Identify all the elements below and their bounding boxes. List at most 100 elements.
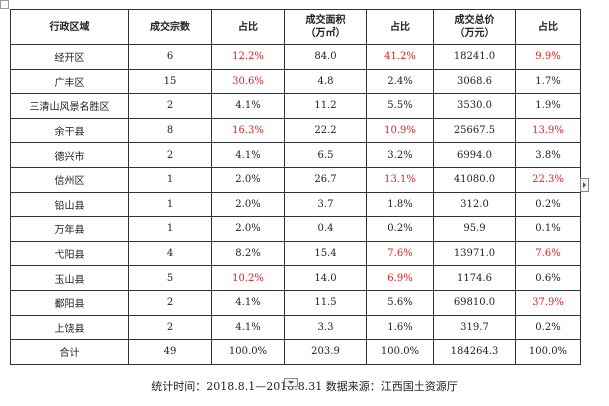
cell-region: 余干县 bbox=[10, 117, 129, 144]
add-row-handle[interactable] bbox=[284, 378, 298, 387]
cell-price: 312.0 bbox=[433, 191, 516, 218]
cell-price-pct: 100.0% bbox=[515, 339, 581, 365]
cell-price: 69810.0 bbox=[433, 289, 516, 316]
cell-price-pct: 0.1% bbox=[515, 216, 581, 242]
cell-price-pct: 22.3% bbox=[515, 166, 581, 193]
cell-area-pct: 5.6% bbox=[366, 289, 434, 316]
cell-area: 0.4 bbox=[284, 216, 367, 242]
cell-count: 6 bbox=[128, 44, 212, 70]
table-row: 信州区 1 2.0% 26.7 13.1% 41080.0 22.3% bbox=[10, 166, 581, 193]
cell-area: 84.0 bbox=[284, 44, 367, 70]
table-row: 经开区 6 12.2% 84.0 41.2% 18241.0 9.9% bbox=[10, 44, 581, 70]
cell-count: 2 bbox=[128, 142, 212, 168]
cell-count-pct: 12.2% bbox=[211, 44, 285, 70]
cell-area: 3.7 bbox=[284, 191, 367, 218]
cell-count-pct: 2.0% bbox=[211, 166, 285, 193]
cell-area-pct: 7.6% bbox=[366, 240, 434, 267]
cell-count: 1 bbox=[128, 216, 212, 242]
source-caption: 统计时间：2018.8.1—2018.8.31 数据来源：江西国土资源厅 bbox=[151, 380, 458, 393]
table-total-row: 合计 49 100.0% 203.9 100.0% 184264.3 100.0% bbox=[10, 339, 581, 365]
cell-region: 铅山县 bbox=[10, 191, 129, 218]
header-price-pct: 占比 bbox=[515, 9, 581, 45]
cell-count-pct: 4.1% bbox=[211, 314, 285, 341]
cell-area: 3.3 bbox=[284, 314, 367, 341]
table-row: 德兴市 2 4.1% 6.5 3.2% 6994.0 3.8% bbox=[10, 142, 581, 168]
cell-price: 95.9 bbox=[433, 216, 516, 242]
cell-region: 经开区 bbox=[10, 44, 129, 70]
cell-price-pct: 3.8% bbox=[515, 142, 581, 168]
cell-count: 1 bbox=[128, 166, 212, 193]
cell-region: 合计 bbox=[10, 339, 129, 365]
cell-count: 2 bbox=[128, 314, 212, 341]
cell-count-pct: 10.2% bbox=[211, 265, 285, 291]
table-row: 鄱阳县 2 4.1% 11.5 5.6% 69810.0 37.9% bbox=[10, 289, 581, 316]
cell-region: 信州区 bbox=[10, 166, 129, 193]
cell-area: 11.2 bbox=[284, 93, 367, 119]
cell-price-pct: 13.9% bbox=[515, 117, 581, 144]
cell-count-pct: 4.1% bbox=[211, 93, 285, 119]
cell-area-pct: 5.5% bbox=[366, 93, 434, 119]
cell-price: 3068.6 bbox=[433, 68, 516, 95]
cell-price-pct: 7.6% bbox=[515, 240, 581, 267]
cell-region: 德兴市 bbox=[10, 142, 129, 168]
header-price: 成交总价 （万元） bbox=[433, 9, 516, 45]
cell-region: 玉山县 bbox=[10, 265, 129, 291]
cell-area-pct: 0.2% bbox=[366, 216, 434, 242]
cell-price: 41080.0 bbox=[433, 166, 516, 193]
data-table-container: 行政区域 成交宗数 占比 成交面积 （万㎡） 占比 成交总价 （万元） 占比 经开区 6 12.2%… bbox=[10, 9, 581, 370]
cell-area: 15.4 bbox=[284, 240, 367, 267]
cell-count: 2 bbox=[128, 289, 212, 316]
cell-price-pct: 0.2% bbox=[515, 191, 581, 218]
cell-area-pct: 1.6% bbox=[366, 314, 434, 341]
cell-area-pct: 13.1% bbox=[366, 166, 434, 193]
cell-area: 11.5 bbox=[284, 289, 367, 316]
cell-price: 6994.0 bbox=[433, 142, 516, 168]
cell-count-pct: 2.0% bbox=[211, 191, 285, 218]
cell-price: 319.7 bbox=[433, 314, 516, 341]
header-count-pct: 占比 bbox=[211, 9, 285, 45]
cell-area: 22.2 bbox=[284, 117, 367, 144]
cell-count: 8 bbox=[128, 117, 212, 144]
table-row: 余干县 8 16.3% 22.2 10.9% 25667.5 13.9% bbox=[10, 117, 581, 144]
cell-count-pct: 2.0% bbox=[211, 216, 285, 242]
cell-price: 3530.0 bbox=[433, 93, 516, 119]
table-row: 玉山县 5 10.2% 14.0 6.9% 1174.6 0.6% bbox=[10, 265, 581, 291]
header-region: 行政区域 bbox=[10, 9, 129, 45]
cell-area: 14.0 bbox=[284, 265, 367, 291]
cell-region: 万年县 bbox=[10, 216, 129, 242]
cell-region: 上饶县 bbox=[10, 314, 129, 341]
cell-count-pct: 8.2% bbox=[211, 240, 285, 267]
cell-area-pct: 10.9% bbox=[366, 117, 434, 144]
header-area-pct: 占比 bbox=[366, 9, 434, 45]
cell-count-pct: 16.3% bbox=[211, 117, 285, 144]
table-row: 广丰区 15 30.6% 4.8 2.4% 3068.6 1.7% bbox=[10, 68, 581, 95]
add-column-handle[interactable] bbox=[580, 178, 589, 192]
cell-area-pct: 1.8% bbox=[366, 191, 434, 218]
cell-region: 广丰区 bbox=[10, 68, 129, 95]
cell-region: 三清山风景名胜区 bbox=[10, 93, 129, 119]
table-row: 万年县 1 2.0% 0.4 0.2% 95.9 0.1% bbox=[10, 216, 581, 242]
cell-count: 1 bbox=[128, 191, 212, 218]
cell-area: 203.9 bbox=[284, 339, 367, 365]
cell-count-pct: 100.0% bbox=[211, 339, 285, 365]
cell-region: 鄱阳县 bbox=[10, 289, 129, 316]
header-count: 成交宗数 bbox=[128, 9, 212, 45]
table-body: 经开区 6 12.2% 84.0 41.2% 18241.0 9.9% 广丰区 15 30.6% 4… bbox=[10, 44, 581, 365]
cell-area-pct: 41.2% bbox=[366, 44, 434, 70]
cell-count: 2 bbox=[128, 93, 212, 119]
cell-area-pct: 2.4% bbox=[366, 68, 434, 95]
cell-count-pct: 4.1% bbox=[211, 142, 285, 168]
cell-area-pct: 3.2% bbox=[366, 142, 434, 168]
cell-area: 4.8 bbox=[284, 68, 367, 95]
cell-count: 5 bbox=[128, 265, 212, 291]
table-move-handle[interactable] bbox=[0, 0, 9, 9]
land-transaction-table: 行政区域 成交宗数 占比 成交面积 （万㎡） 占比 成交总价 （万元） 占比 经开区 6 12.2%… bbox=[10, 9, 581, 365]
cell-region: 弋阳县 bbox=[10, 240, 129, 267]
cell-count-pct: 30.6% bbox=[211, 68, 285, 95]
header-area: 成交面积 （万㎡） bbox=[284, 9, 367, 45]
cell-price: 1174.6 bbox=[433, 265, 516, 291]
cell-count: 15 bbox=[128, 68, 212, 95]
cell-price-pct: 1.7% bbox=[515, 68, 581, 95]
cell-price-pct: 9.9% bbox=[515, 44, 581, 70]
cell-count: 49 bbox=[128, 339, 212, 365]
